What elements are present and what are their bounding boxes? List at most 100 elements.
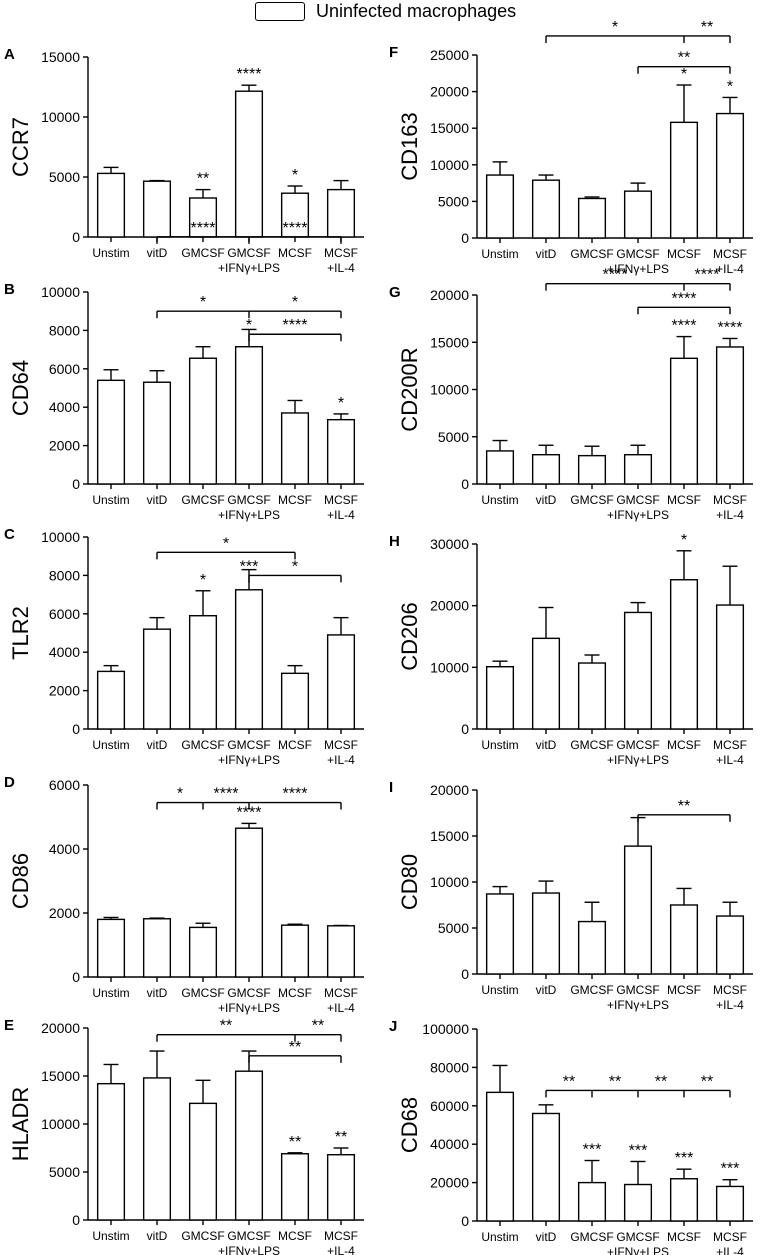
bracket-label: **** — [283, 786, 308, 803]
bar — [280, 672, 310, 730]
bracket-label: ** — [220, 1018, 232, 1035]
y-tick-label: 30000 — [430, 536, 469, 552]
x-tick-label: +IFNγ+LPS — [607, 1245, 669, 1255]
y-tick-label: 15000 — [430, 334, 469, 350]
x-tick-label: GMCSF — [570, 1230, 613, 1244]
y-tick-label: 2000 — [49, 438, 80, 454]
x-tick-label: MCSF — [713, 738, 747, 752]
y-tick-label: 80000 — [430, 1059, 469, 1075]
x-tick-label: vitD — [536, 983, 557, 997]
x-tick-label: GMCSF — [570, 738, 613, 752]
x-tick-label: Unstim — [481, 493, 518, 507]
x-tick-label: GMCSF — [181, 986, 224, 1000]
y-tick-label: 20000 — [430, 287, 469, 303]
significance-label: ** — [197, 171, 209, 188]
x-tick-label: +IFNγ+LPS — [607, 998, 669, 1012]
panel-label: D — [4, 774, 15, 791]
y-tick-label: 0 — [461, 966, 469, 982]
panel-label: A — [4, 46, 15, 63]
y-tick-label: 2000 — [49, 683, 80, 699]
x-tick-label: +IFNγ+LPS — [218, 1001, 280, 1015]
bar — [96, 379, 126, 485]
bar — [623, 454, 653, 485]
x-tick-label: +IL-4 — [716, 262, 744, 276]
bracket-label: * — [177, 786, 183, 803]
bracket-label: **** — [283, 317, 308, 334]
y-axis-label: CD86 — [8, 853, 33, 909]
x-tick-label: vitD — [147, 1229, 168, 1243]
y-axis-label: CD163 — [397, 112, 422, 180]
x-tick-label: MCSF — [713, 1230, 747, 1244]
x-tick-label: GMCSF — [181, 493, 224, 507]
bar — [715, 915, 745, 975]
bar — [280, 924, 310, 978]
bar — [96, 918, 126, 978]
bar — [142, 1077, 172, 1221]
bar — [531, 892, 561, 975]
x-tick-label: +IL-4 — [327, 261, 355, 275]
panel-label: G — [389, 284, 401, 301]
bracket-label: *** — [240, 558, 259, 575]
bracket-label: ** — [678, 798, 690, 815]
bar — [623, 1183, 653, 1222]
x-tick-label: Unstim — [92, 1229, 129, 1243]
bar — [188, 615, 218, 730]
y-tick-label: 60000 — [430, 1098, 469, 1114]
panel-e: E HLADR 0 5000 10000 15000 20000 Unstim vitD GMCS… — [4, 1017, 364, 1255]
y-tick-label: 5000 — [438, 193, 469, 209]
significance-label: * — [338, 395, 344, 412]
x-tick-label: GMCSF — [616, 1230, 659, 1244]
y-tick-label: 8000 — [49, 322, 80, 338]
x-tick-label: MCSF — [278, 738, 312, 752]
y-tick-label: 6000 — [49, 361, 80, 377]
y-tick-label: 10000 — [41, 109, 80, 125]
y-tick-label: 10000 — [430, 874, 469, 890]
bar — [531, 179, 561, 239]
x-tick-label: GMCSF — [181, 738, 224, 752]
bar — [234, 346, 264, 485]
x-tick-label: GMCSF — [227, 986, 270, 1000]
x-tick-label: vitD — [536, 493, 557, 507]
x-tick-label: MCSF — [278, 986, 312, 1000]
x-tick-label: Unstim — [92, 246, 129, 260]
y-tick-label: 10000 — [41, 529, 80, 545]
bar — [280, 1153, 310, 1221]
y-axis-label: CD80 — [397, 854, 422, 910]
x-tick-label: +IFNγ+LPS — [218, 753, 280, 767]
x-tick-label: +IFNγ+LPS — [607, 753, 669, 767]
bar — [531, 454, 561, 485]
x-tick-label: vitD — [147, 493, 168, 507]
bar — [234, 90, 264, 238]
x-tick-label: vitD — [536, 1230, 557, 1244]
x-tick-label: +IL-4 — [327, 1001, 355, 1015]
bar — [715, 1185, 745, 1222]
y-tick-label: 10000 — [430, 659, 469, 675]
panel-label: B — [4, 281, 15, 298]
x-tick-label: GMCSF — [227, 1229, 270, 1243]
significance-label: *** — [629, 1142, 648, 1159]
y-tick-label: 5000 — [438, 920, 469, 936]
bar — [96, 1082, 126, 1221]
bar — [715, 112, 745, 239]
x-tick-label: Unstim — [92, 986, 129, 1000]
x-tick-label: MCSF — [667, 493, 701, 507]
x-tick-label: +IL-4 — [716, 753, 744, 767]
panel-label: I — [389, 779, 393, 796]
bar — [715, 346, 745, 485]
x-tick-label: +IL-4 — [327, 753, 355, 767]
panel-f: F CD163 0 5000 10000 15000 20000 25000 Unstim vit… — [389, 19, 753, 276]
x-tick-label: vitD — [147, 986, 168, 1000]
significance-label: ** — [335, 1129, 347, 1146]
y-tick-label: 20000 — [430, 84, 469, 100]
y-tick-label: 10000 — [41, 284, 80, 300]
x-tick-label: MCSF — [713, 983, 747, 997]
bar — [623, 845, 653, 975]
significance-label: * — [292, 167, 298, 184]
x-tick-label: MCSF — [324, 986, 358, 1000]
x-tick-label: vitD — [147, 738, 168, 752]
x-tick-label: MCSF — [713, 493, 747, 507]
y-tick-label: 100000 — [422, 1021, 469, 1037]
bracket-label: * — [292, 294, 298, 311]
significance-label: **** — [672, 318, 697, 335]
